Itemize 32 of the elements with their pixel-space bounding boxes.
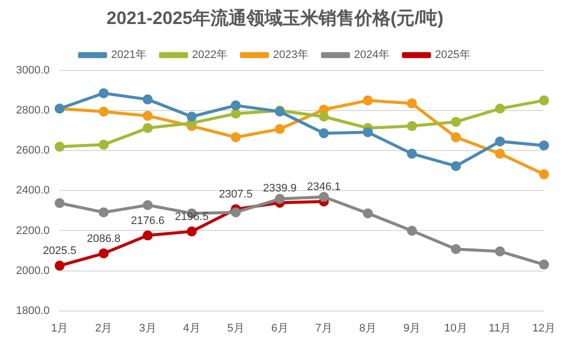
x-tick-label: 6月 (271, 322, 288, 334)
y-tick-label: 2800.0 (16, 104, 50, 117)
y-tick-label: 1800.0 (16, 304, 50, 317)
legend-label: 2023年 (273, 49, 308, 62)
x-tick-label: 4月 (183, 322, 200, 334)
x-tick-label: 7月 (315, 322, 332, 334)
x-tick-label: 1月 (51, 322, 68, 334)
x-tick-label: 10月 (444, 322, 468, 334)
x-tick-label: 5月 (227, 322, 244, 334)
y-tick-label: 2200.0 (16, 224, 50, 237)
legend-label: 2022年 (192, 49, 228, 62)
y-tick-label: 2400.0 (16, 184, 50, 197)
data-label: 2307.5 (218, 188, 253, 201)
data-label: 2176.6 (130, 214, 165, 227)
legend-label: 2021年 (111, 49, 147, 62)
x-tick-label: 3月 (139, 322, 156, 334)
chart-title: 2021-2025年流通领域玉米销售价格(元/吨) (106, 8, 444, 28)
x-tick-label: 12月 (532, 322, 556, 334)
y-tick-label: 3000.0 (16, 64, 50, 77)
data-label: 2339.9 (262, 182, 297, 194)
x-tick-label: 11月 (488, 322, 512, 334)
data-label: 2086.8 (86, 232, 121, 245)
x-tick-label: 8月 (359, 322, 376, 334)
legend-label: 2025年 (434, 49, 470, 62)
data-label: 2196.5 (174, 210, 209, 223)
y-tick-label: 2600.0 (16, 144, 50, 157)
x-tick-label: 9月 (403, 322, 420, 334)
y-tick-label: 2000.0 (16, 264, 50, 277)
data-label: 2346.1 (307, 181, 341, 194)
x-tick-label: 2月 (95, 322, 112, 334)
legend-label: 2024年 (354, 49, 390, 62)
data-label: 2025.5 (42, 245, 76, 258)
